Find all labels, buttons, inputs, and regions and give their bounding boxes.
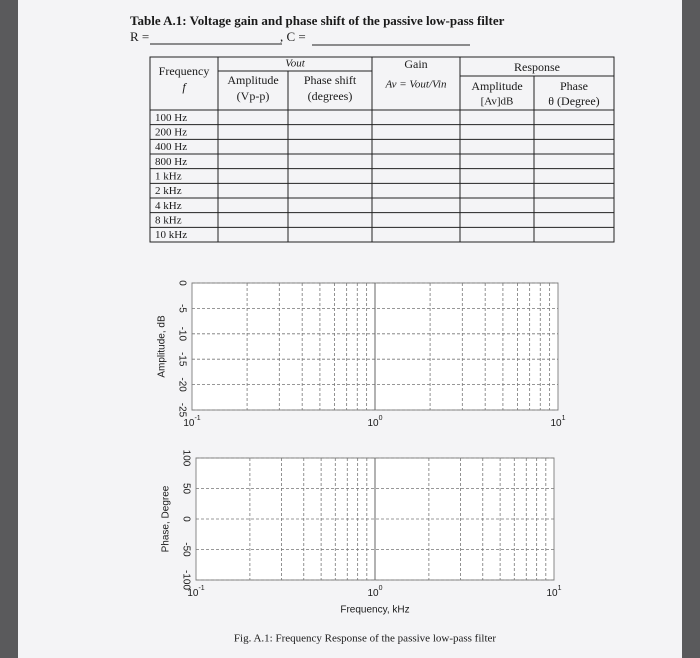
th: Amplitude: [471, 79, 522, 93]
row-label: 2 kHz: [155, 185, 182, 197]
y-tick-label: -15: [176, 352, 187, 367]
th: [Av]dB: [481, 96, 514, 108]
row-label: 4 kHz: [155, 200, 182, 212]
field-r: R =: [130, 29, 149, 44]
y-axis-label: Amplitude, dB: [157, 315, 168, 378]
y-tick-label: -50: [180, 542, 191, 557]
tick-exponent: 0: [379, 415, 383, 422]
field-c: , C =: [280, 29, 306, 44]
y-tick-label: -20: [176, 377, 187, 392]
x-tick-label: 101: [550, 415, 565, 429]
tick-base: 10: [183, 418, 195, 429]
row-label: 200 Hz: [155, 127, 187, 139]
th: (degrees): [308, 89, 353, 103]
th: Frequency: [159, 64, 210, 78]
y-axis-label: Phase, Degree: [161, 485, 172, 552]
tick-base: 10: [550, 418, 562, 429]
x-tick-label: 10-1: [187, 585, 204, 599]
tick-base: 10: [546, 588, 558, 599]
x-tick-label: 101: [546, 585, 561, 599]
y-tick-label: -10: [176, 327, 187, 342]
th: f: [182, 80, 187, 94]
row-label: 800 Hz: [155, 156, 187, 168]
y-tick-label: 50: [180, 483, 191, 495]
y-tick-label: 0: [176, 280, 187, 286]
table: Frequency f Vout Amplitude (Vp-p) Phase …: [149, 56, 615, 243]
row-label: 1 kHz: [155, 171, 182, 183]
tick-base: 10: [187, 588, 199, 599]
table-border: [149, 56, 615, 243]
th: (Vp-p): [237, 89, 270, 103]
tick-base: 10: [367, 418, 379, 429]
th: Phase: [560, 79, 588, 93]
y-tick-label: 100: [180, 450, 191, 467]
row-label: 100 Hz: [155, 112, 187, 124]
th: Gain: [404, 57, 427, 71]
th: Av = Vout/Vin: [385, 79, 447, 91]
tick-exponent: -1: [194, 415, 200, 422]
row-label: 400 Hz: [155, 141, 187, 153]
table-title: Table A.1: Voltage gain and phase shift …: [130, 13, 505, 28]
row-label: 10 kHz: [155, 229, 187, 241]
tick-exponent: 1: [558, 585, 562, 592]
tick-exponent: 0: [379, 585, 383, 592]
y-tick-label: 0: [180, 516, 191, 522]
th: θ (Degree): [548, 94, 599, 108]
x-tick-label: 100: [367, 415, 382, 429]
tick-exponent: 1: [562, 415, 566, 422]
th: Amplitude: [227, 73, 278, 87]
th: Response: [514, 60, 560, 74]
x-tick-label: 100: [367, 585, 382, 599]
y-tick-label: -25: [176, 403, 187, 418]
tick-base: 10: [367, 588, 379, 599]
x-tick-label: 10-1: [183, 415, 200, 429]
y-tick-label: -100: [180, 570, 191, 590]
caption: Fig. A.1: Frequency Response of the pass…: [234, 633, 496, 645]
th: Vout: [285, 58, 306, 70]
row-label: 8 kHz: [155, 215, 182, 227]
x-axis-label: Frequency, kHz: [340, 605, 409, 616]
y-tick-label: -5: [176, 304, 187, 313]
th: Phase shift: [304, 73, 357, 87]
tick-exponent: -1: [198, 585, 204, 592]
